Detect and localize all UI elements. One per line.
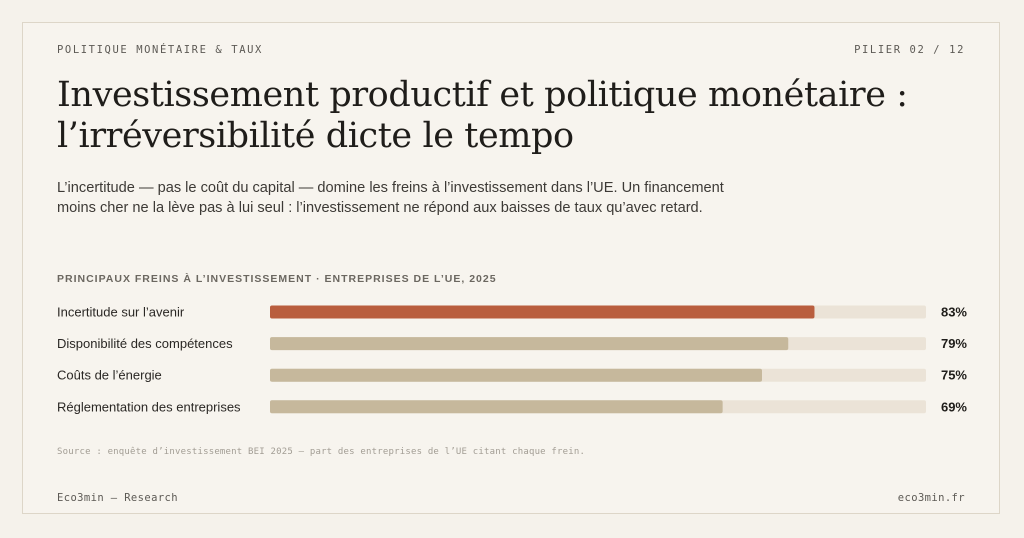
page-title: Investissement productif et politique mo… <box>57 75 937 157</box>
bar-label: Incertitude sur l’avenir <box>57 305 185 320</box>
bar-label: Disponibilité des compétences <box>57 336 233 351</box>
title-line-1: Investissement productif et politique mo… <box>57 75 908 115</box>
bar-value-label: 83% <box>941 305 967 320</box>
title-line-2: l’irréversibilité dicte le tempo <box>57 116 574 156</box>
bar-value-label: 69% <box>941 399 967 414</box>
bar-label: Réglementation des entreprises <box>57 399 241 414</box>
footer-link[interactable]: eco3min.fr <box>897 492 965 504</box>
bar-chart: Incertitude sur l’avenir 83% Disponibilité… <box>57 305 967 415</box>
subtitle: L’incertitude — pas le coût du capital —… <box>57 180 724 216</box>
section-eyebrow: POLITIQUE MONÉTAIRE & TAUX <box>57 44 263 56</box>
card: POLITIQUE MONÉTAIRE & TAUX PILIER 02 / 1… <box>22 22 1000 514</box>
bar <box>270 305 815 319</box>
bar <box>270 368 762 382</box>
source-note: Source : enquête d’investissement BEI 20… <box>57 447 586 457</box>
bar-value-label: 79% <box>941 336 967 351</box>
bar <box>270 337 789 351</box>
bar <box>270 400 723 414</box>
chart-heading: PRINCIPAUX FREINS À L’INVESTISSEMENT · E… <box>57 273 497 285</box>
pillar-counter: PILIER 02 / 12 <box>854 44 965 56</box>
bar-value-label: 75% <box>941 368 967 383</box>
bar-label: Coûts de l’énergie <box>57 368 162 383</box>
footer-brand: Eco3min — Research <box>57 492 178 504</box>
